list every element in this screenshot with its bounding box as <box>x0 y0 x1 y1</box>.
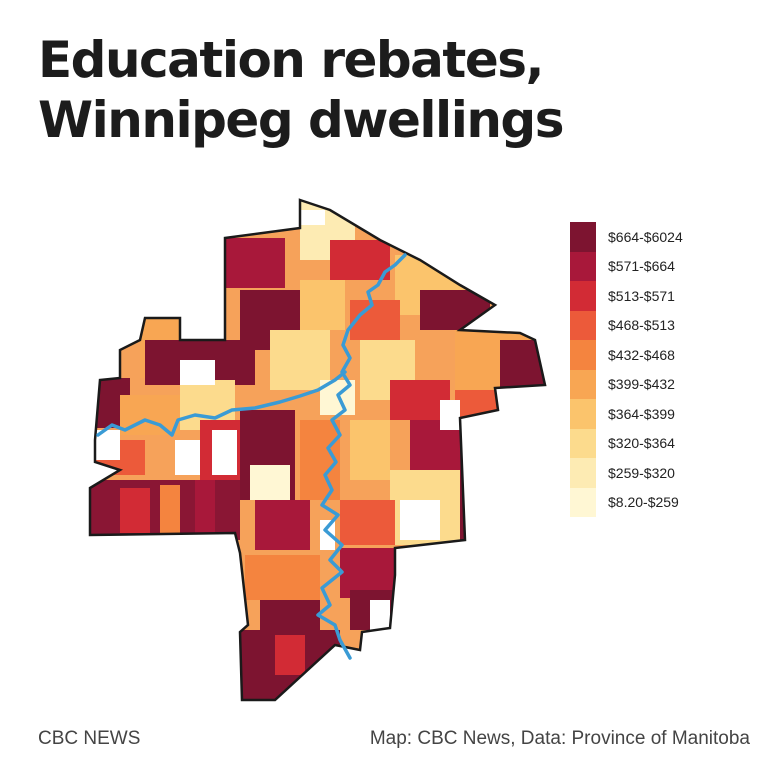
legend-item: $320-$364 <box>570 429 770 459</box>
legend-label: $664-$6024 <box>608 229 683 245</box>
legend-item: $259-$320 <box>570 458 770 488</box>
legend-swatch <box>570 311 596 341</box>
legend-label: $399-$432 <box>608 376 675 392</box>
legend-item: $664-$6024 <box>570 222 770 252</box>
legend-swatch <box>570 222 596 252</box>
legend-swatch <box>570 252 596 282</box>
legend-item: $8.20-$259 <box>570 488 770 518</box>
legend-swatch <box>570 281 596 311</box>
legend-swatch <box>570 340 596 370</box>
legend-label: $8.20-$259 <box>608 494 679 510</box>
legend-item: $432-$468 <box>570 340 770 370</box>
legend-item: $399-$432 <box>570 370 770 400</box>
legend-label: $364-$399 <box>608 406 675 422</box>
legend-item: $571-$664 <box>570 252 770 282</box>
legend-swatch <box>570 488 596 518</box>
legend-item: $513-$571 <box>570 281 770 311</box>
legend-label: $468-$513 <box>608 317 675 333</box>
legend-label: $259-$320 <box>608 465 675 481</box>
legend-swatch <box>570 458 596 488</box>
data-attribution: Map: CBC News, Data: Province of Manitob… <box>370 728 750 750</box>
legend-item: $364-$399 <box>570 399 770 429</box>
legend-label: $513-$571 <box>608 288 675 304</box>
source-credit: CBC NEWS <box>38 728 140 750</box>
legend-label: $320-$364 <box>608 435 675 451</box>
legend-swatch <box>570 429 596 459</box>
legend-label: $432-$468 <box>608 347 675 363</box>
legend-label: $571-$664 <box>608 258 675 274</box>
rebate-legend: $664-$6024 $571-$664 $513-$571 $468-$513 $43… <box>570 222 770 517</box>
legend-item: $468-$513 <box>570 311 770 341</box>
legend-swatch <box>570 399 596 429</box>
legend-swatch <box>570 370 596 400</box>
